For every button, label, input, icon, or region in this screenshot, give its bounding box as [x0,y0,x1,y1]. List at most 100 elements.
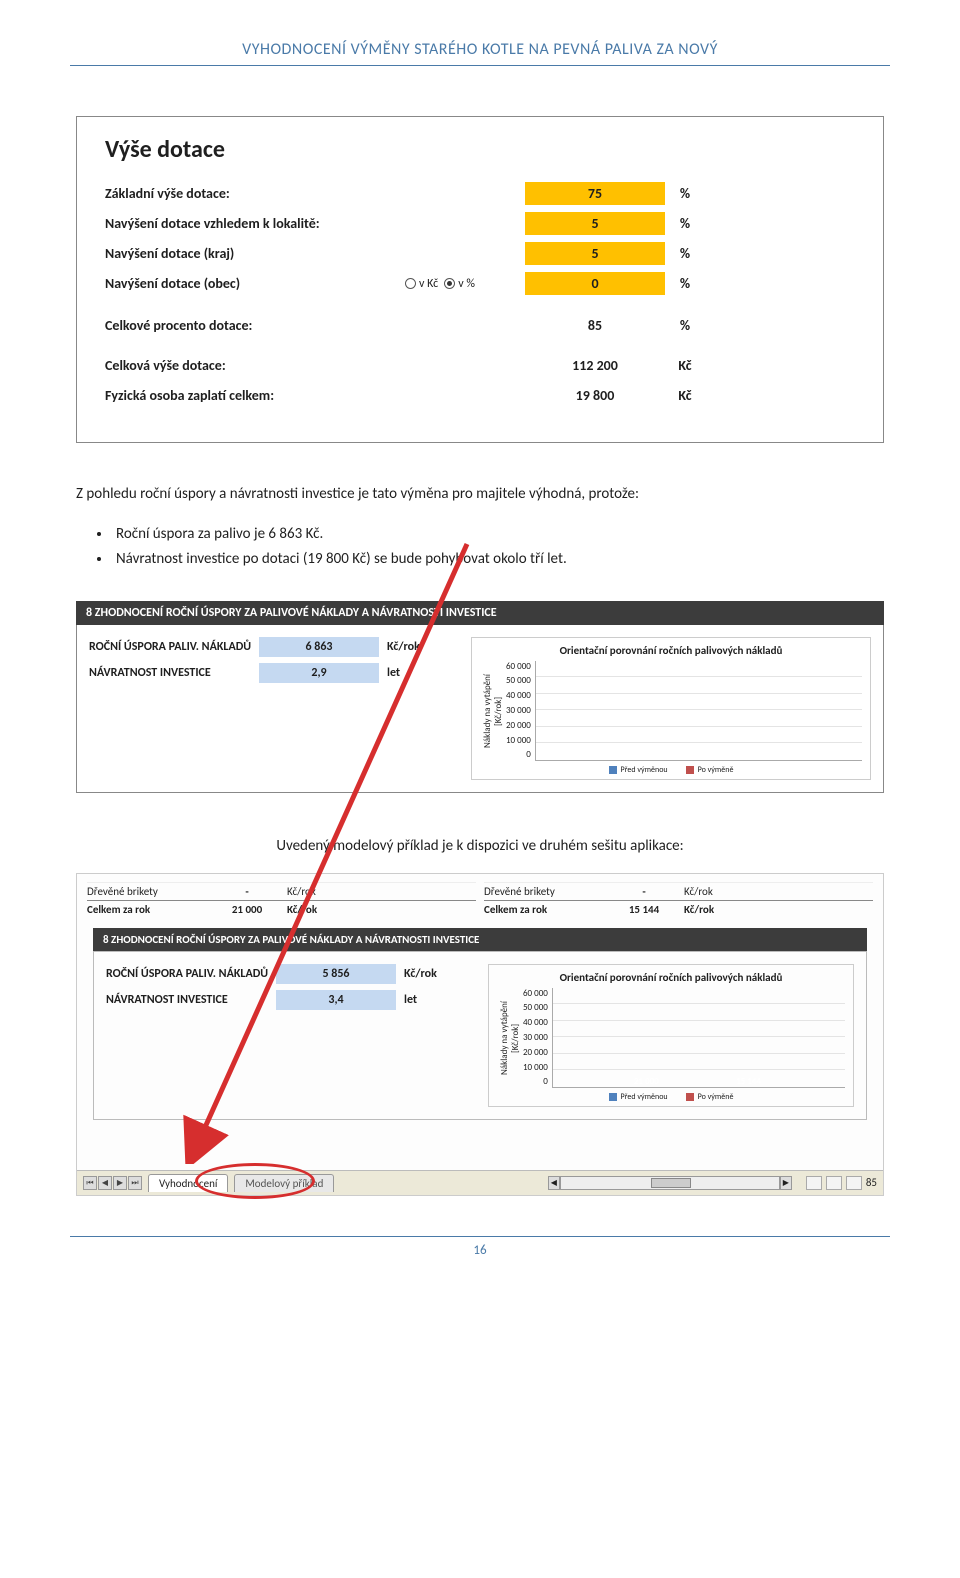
embed-section-8: 8 ZHODNOCENÍ ROČNÍ ÚSPORY ZA PALIVOVÉ NÁ… [93,928,867,1120]
metric-row: NÁVRATNOST INVESTICE 2,9 let [89,663,459,683]
metric-unit: Kč/rok [379,640,429,654]
metric-unit: let [379,666,429,680]
dotace-label: Fyzická osoba zaplatí celkem: [105,387,405,404]
scroll-track[interactable] [560,1176,780,1190]
dotace-title: Výše dotace [105,135,861,164]
metric-row: ROČNÍ ÚSPORA PALIV. NÁKLADŮ 6 863 Kč/rok [89,637,459,657]
chart-ylabel: Náklady na vytápění [Kč/rok] [497,988,523,1088]
metric-value: 6 863 [259,637,379,657]
dotace-value[interactable]: 5 [525,242,665,265]
dotace-unit: % [665,215,705,232]
chart-legend: Před výměnouPo výměně [497,1092,845,1102]
tab-nav-prev[interactable]: ◀ [98,1176,112,1190]
sheet-tab-active[interactable]: Vyhodnocení [148,1174,228,1192]
dotace-unit: % [665,317,705,334]
section-8-header: 8 ZHODNOCENÍ ROČNÍ ÚSPORY ZA PALIVOVÉ NÁ… [93,928,867,951]
scroll-thumb[interactable] [651,1178,691,1188]
chart-title: Orientační porovnání ročních palivových … [497,971,845,984]
radio-kc[interactable]: v Kč [405,277,438,291]
embed-top-table: Dřevěné brikety - Kč/rok Celkem za rok 2… [87,882,873,918]
cell-unit: Kč/rok [287,903,342,916]
dotace-value[interactable]: 0 [525,272,665,295]
dotace-unit: Kč [665,357,705,374]
dotace-label: Navýšení dotace vzhledem k lokalitě: [105,215,405,232]
unit-radio-group: v Kč v % [405,277,525,291]
tab-nav-first[interactable]: ⏮ [83,1176,97,1190]
cell-label: Dřevěné brikety [484,885,604,898]
table-row: Celkem za rok 21 000 Kč/rok [87,900,476,918]
dotace-label: Celkové procento dotace: [105,317,405,334]
dotace-value[interactable]: 5 [525,212,665,235]
bullet-list: Roční úspora za palivo je 6 863 Kč. Návr… [112,522,884,573]
metric-value: 3,4 [276,990,396,1010]
dotace-row: Navýšení dotace (obec) v Kč v % 0 % [105,272,861,295]
dotace-unit: % [665,185,705,202]
chart-plot: 21 00014 137 [535,661,862,761]
cell-unit: Kč/rok [684,903,739,916]
metric-label: NÁVRATNOST INVESTICE [89,666,259,680]
scroll-right-icon[interactable]: ▶ [780,1176,792,1190]
dotace-row: Základní výše dotace: 75 % [105,182,861,205]
section-8-left: ROČNÍ ÚSPORA PALIV. NÁKLADŮ 6 863 Kč/rok… [89,637,459,780]
page-header: VYHODNOCENÍ VÝMĚNY STARÉHO KOTLE NA PEVN… [70,40,890,66]
dotace-row: Celková výše dotace: 112 200 Kč [105,354,861,377]
metric-row: ROČNÍ ÚSPORA PALIV. NÁKLADŮ 5 856 Kč/rok [106,964,476,984]
page-number: 16 [70,1236,890,1258]
metric-row: NÁVRATNOST INVESTICE 3,4 let [106,990,476,1010]
bullet-item: Návratnost investice po dotaci (19 800 K… [112,547,884,573]
metric-unit: Kč/rok [396,967,446,981]
metric-label: ROČNÍ ÚSPORA PALIV. NÁKLADŮ [89,640,259,654]
dotace-value: 19 800 [525,384,665,407]
cell-label: Celkem za rok [484,903,604,916]
dotace-label: Navýšení dotace (kraj) [105,245,405,262]
section-8-left: ROČNÍ ÚSPORA PALIV. NÁKLADŮ 5 856 Kč/rok… [106,964,476,1107]
caption: Uvedený modelový příklad je k dispozici … [70,837,890,855]
dotace-row: Celkové procento dotace: 85 % [105,314,861,337]
cell-label: Dřevěné brikety [87,885,207,898]
chart-title: Orientační porovnání ročních palivových … [480,644,862,657]
section-8-header: 8 ZHODNOCENÍ ROČNÍ ÚSPORY ZA PALIVOVÉ NÁ… [76,601,884,625]
embedded-screenshot: Dřevěné brikety - Kč/rok Celkem za rok 2… [76,873,884,1196]
cell-value: - [207,885,287,898]
tab-nav-last[interactable]: ⏭ [128,1176,142,1190]
metric-unit: let [396,993,446,1007]
sheet-tab-inactive[interactable]: Modelový příklad [234,1174,334,1192]
zoom-level: 85 [866,1176,877,1189]
table-row: Dřevěné brikety - Kč/rok [87,882,476,900]
chart-ylabel: Náklady na vytápění [Kč/rok] [480,661,506,761]
table-row: Dřevěné brikety - Kč/rok [484,882,873,900]
dotace-value[interactable]: 75 [525,182,665,205]
dotace-label: Navýšení dotace (obec) [105,275,405,292]
cell-unit: Kč/rok [287,885,342,898]
cell-unit: Kč/rok [684,885,739,898]
section-8: 8 ZHODNOCENÍ ROČNÍ ÚSPORY ZA PALIVOVÉ NÁ… [76,601,884,793]
sheet-tab-bar: ⏮ ◀ ▶ ⏭ Vyhodnocení Modelový příklad ◀ ▶… [77,1170,883,1195]
scroll-left-icon[interactable]: ◀ [548,1176,560,1190]
cell-value: 15 144 [604,903,684,916]
view-pagebreak-icon[interactable] [846,1176,862,1190]
dotace-unit: % [665,245,705,262]
dotace-value: 85 [525,314,665,337]
table-row: Celkem za rok 15 144 Kč/rok [484,900,873,918]
horizontal-scrollbar[interactable]: ◀ ▶ [548,1176,792,1190]
metric-label: NÁVRATNOST INVESTICE [106,993,276,1007]
chart-panel: Orientační porovnání ročních palivových … [471,637,871,780]
chart-yaxis: 60 00050 00040 00030 00020 00010 0000 [523,988,552,1088]
chart-legend: Před výměnouPo výměně [480,765,862,775]
tab-nav-next[interactable]: ▶ [113,1176,127,1190]
metric-label: ROČNÍ ÚSPORA PALIV. NÁKLADŮ [106,967,276,981]
dotace-row: Navýšení dotace (kraj) 5 % [105,242,861,265]
intro-paragraph: Z pohledu roční úspory a návratnosti inv… [76,483,884,506]
dotace-box: Výše dotace Základní výše dotace: 75 % N… [76,116,884,443]
chart-panel: Orientační porovnání ročních palivových … [488,964,854,1107]
dotace-row: Navýšení dotace vzhledem k lokalitě: 5 % [105,212,861,235]
dotace-label: Celková výše dotace: [105,357,405,374]
dotace-row: Fyzická osoba zaplatí celkem: 19 800 Kč [105,384,861,407]
dotace-unit: % [665,275,705,292]
view-normal-icon[interactable] [806,1176,822,1190]
view-layout-icon[interactable] [826,1176,842,1190]
cell-value: - [604,885,684,898]
dotace-value: 112 200 [525,354,665,377]
chart-yaxis: 60 00050 00040 00030 00020 00010 0000 [506,661,535,761]
radio-pct[interactable]: v % [444,277,475,291]
